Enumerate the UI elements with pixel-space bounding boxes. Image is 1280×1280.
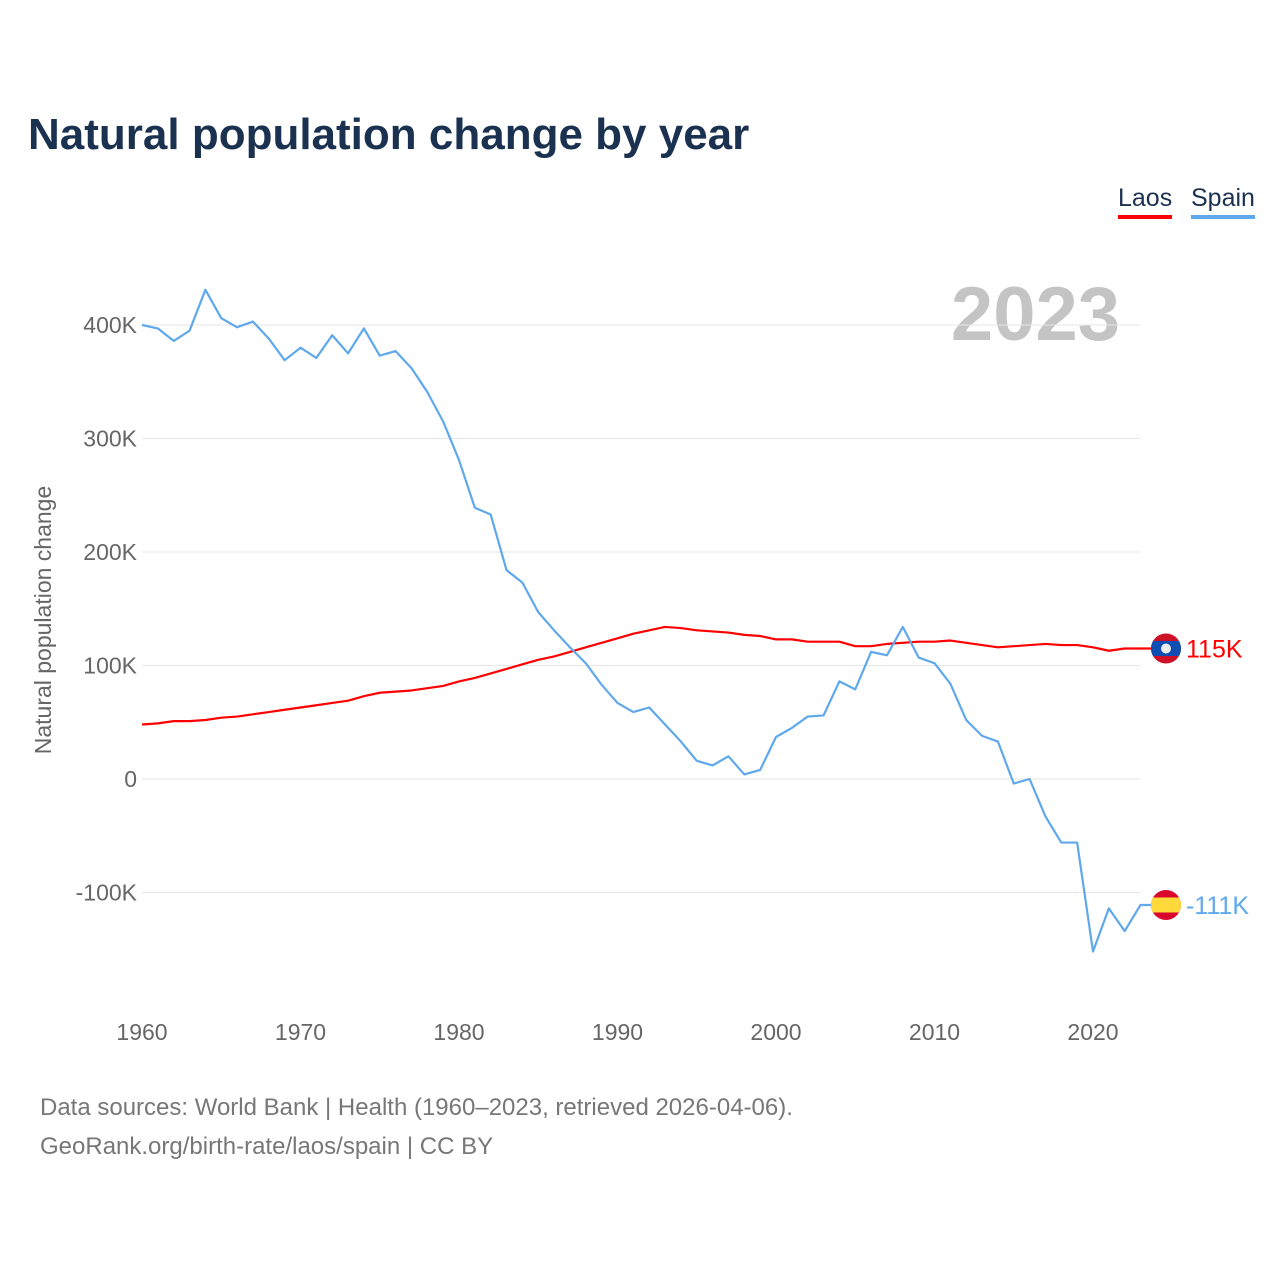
x-tick-label: 2010: [909, 1019, 960, 1045]
x-tick-label: 1990: [592, 1019, 643, 1045]
end-value-label-laos: 115K: [1186, 635, 1243, 663]
series-line-laos: [141, 625, 1152, 726]
y-tick-label: 400K: [83, 312, 137, 338]
legend-laos[interactable]: Laos: [1118, 184, 1173, 219]
series-line-spain: [141, 288, 1152, 953]
footer: Data sources: World Bank | Health (1960–…: [40, 1088, 793, 1166]
year-watermark: 2023: [951, 272, 1120, 357]
end-value-label-spain: -111K: [1186, 892, 1249, 920]
data-source-text: Data sources: World Bank | Health (1960–…: [40, 1094, 793, 1121]
y-tick-label: 0: [124, 766, 137, 792]
legend-spain[interactable]: Spain: [1191, 184, 1255, 219]
y-axis-label: Natural population change: [30, 486, 56, 755]
y-tick-label: 200K: [83, 539, 137, 565]
x-tick-label: 2000: [750, 1019, 801, 1045]
x-tick-label: 1980: [433, 1019, 484, 1045]
y-tick-label: 300K: [83, 426, 137, 452]
flag-disc: [1161, 643, 1171, 654]
flag-stripe: [1151, 897, 1181, 913]
x-tick-label: 1970: [275, 1019, 326, 1045]
attribution-link[interactable]: GeoRank.org/birth-rate/laos/spain | CC B…: [40, 1133, 494, 1160]
y-tick-label: 100K: [83, 653, 137, 679]
x-tick-label: 1960: [116, 1019, 167, 1045]
chart-title: Natural population change by year: [28, 110, 750, 159]
x-tick-label: 2020: [1067, 1019, 1118, 1045]
y-tick-label: -100K: [76, 880, 138, 906]
